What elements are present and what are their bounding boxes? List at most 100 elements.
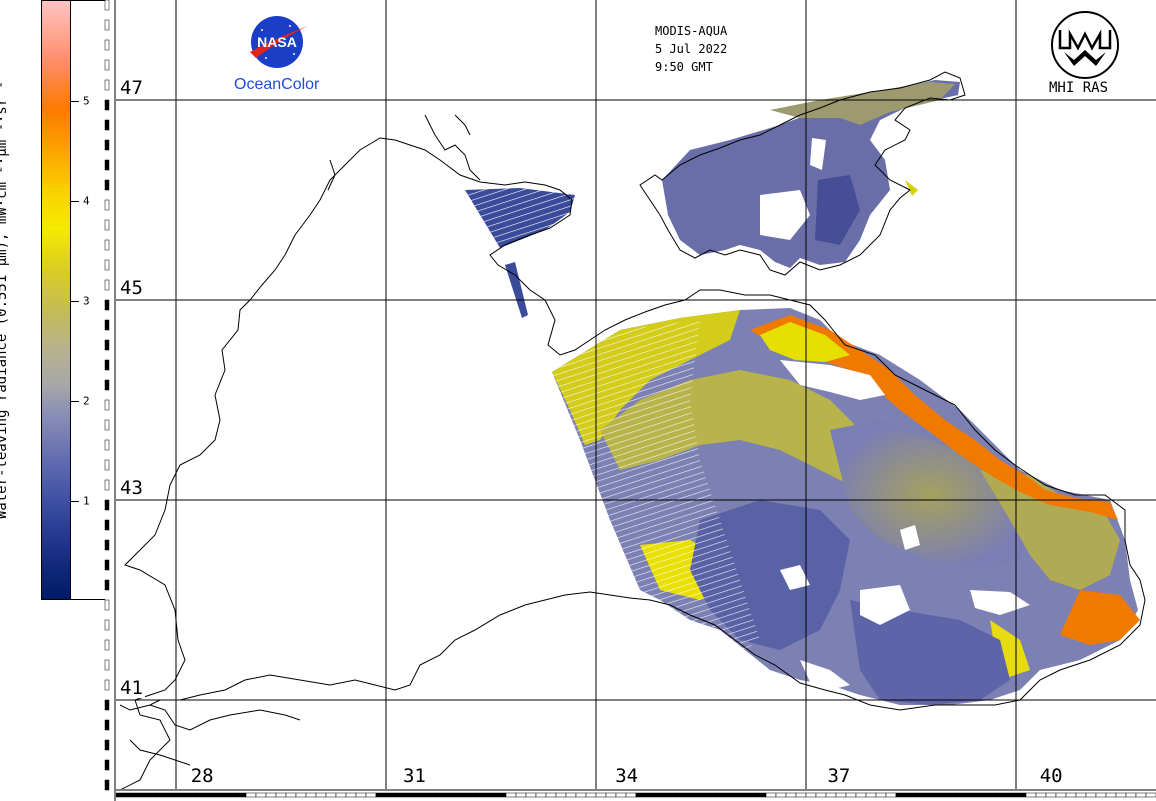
ruler-segment: [104, 199, 110, 211]
northwest-swath: [465, 188, 575, 318]
colorbar-title: Water-leaving radiance (0.551 µm), mW·cm…: [0, 81, 22, 519]
ruler-segment: [765, 792, 777, 798]
ruler-segment: [1095, 792, 1107, 798]
ruler-segment: [835, 792, 847, 798]
coastline: [119, 71, 1146, 789]
ruler-segment: [755, 792, 767, 798]
ruler-segment: [104, 299, 110, 311]
ruler-segment: [104, 399, 110, 411]
ruler-segment: [345, 792, 357, 798]
colorbar-tick: [71, 101, 79, 102]
ruler-segment: [155, 792, 167, 798]
ruler-segment: [285, 792, 297, 798]
latitude-label: 45: [118, 277, 145, 299]
bottom-scale-ruler: [116, 789, 1156, 798]
ruler-segment: [715, 792, 727, 798]
ruler-segment: [355, 792, 367, 798]
ruler-segment: [485, 792, 497, 798]
ruler-segment: [1105, 792, 1117, 798]
ruler-segment: [104, 479, 110, 491]
ruler-segment: [585, 792, 597, 798]
ruler-segment: [104, 79, 110, 91]
ruler-segment: [205, 792, 217, 798]
ruler-segment: [945, 792, 957, 798]
ruler-segment: [665, 792, 677, 798]
ruler-segment: [104, 279, 110, 291]
ruler-segment: [305, 792, 317, 798]
ruler-segment: [165, 792, 177, 798]
ruler-segment: [635, 792, 647, 798]
ruler-segment: [325, 792, 337, 798]
ruler-segment: [104, 759, 110, 771]
ruler-segment: [275, 792, 287, 798]
ruler-segment: [104, 39, 110, 51]
ruler-segment: [565, 792, 577, 798]
ruler-segment: [935, 792, 947, 798]
ruler-segment: [104, 419, 110, 431]
ruler-segment: [104, 699, 110, 711]
colorbar-title-text: Water-leaving radiance (0.551 µm), mW·cm…: [0, 80, 10, 520]
ruler-segment: [104, 539, 110, 551]
ruler-segment: [315, 792, 327, 798]
ruler-segment: [895, 792, 907, 798]
ruler-segment: [795, 792, 807, 798]
longitude-label: 31: [400, 765, 428, 787]
ruler-segment: [965, 792, 977, 798]
image-info: MODIS-AQUA 5 Jul 2022 9:50 GMT: [655, 22, 727, 76]
longitude-label: 40: [1037, 765, 1065, 787]
ruler-segment: [1145, 792, 1156, 798]
graticule: [116, 0, 1156, 789]
ruler-segment: [925, 792, 937, 798]
ruler-segment: [135, 792, 147, 798]
ruler-segment: [845, 792, 857, 798]
ruler-segment: [445, 792, 457, 798]
ruler-segment: [104, 679, 110, 691]
colorbar-tick-label: 4: [83, 194, 90, 208]
ruler-segment: [104, 59, 110, 71]
ruler-segment: [104, 639, 110, 651]
ruler-segment: [145, 792, 157, 798]
ruler-segment: [455, 792, 467, 798]
ruler-segment: [535, 792, 547, 798]
ruler-segment: [465, 792, 477, 798]
ruler-segment: [415, 792, 427, 798]
ocean-color-label: OceanColor: [234, 76, 320, 93]
ruler-segment: [104, 739, 110, 751]
ruler-segment: [685, 792, 697, 798]
ruler-segment: [104, 239, 110, 251]
colorbar-tick: [71, 501, 79, 502]
ruler-segment: [245, 792, 257, 798]
ruler-segment: [515, 792, 527, 798]
ruler-segment: [265, 792, 277, 798]
latitude-label: 47: [118, 77, 145, 99]
ruler-segment: [104, 319, 110, 331]
ruler-segment: [595, 792, 607, 798]
ruler-segment: [104, 139, 110, 151]
ruler-segment: [525, 792, 537, 798]
ruler-segment: [675, 792, 687, 798]
ruler-segment: [225, 792, 237, 798]
ruler-segment: [885, 792, 897, 798]
colorbar-tick-label: 1: [83, 494, 90, 508]
latitude-label: 41: [118, 677, 145, 699]
nasa-logo: NASA: [250, 16, 308, 68]
ruler-segment: [104, 519, 110, 531]
ruler-segment: [125, 792, 137, 798]
colorbar-tick-label: 2: [83, 394, 90, 408]
ruler-segment: [365, 792, 377, 798]
colorbar-tick-label: 5: [83, 94, 90, 108]
ruler-segment: [905, 792, 917, 798]
ruler-segment: [875, 792, 887, 798]
ruler-segment: [855, 792, 867, 798]
ruler-segment: [1125, 792, 1137, 798]
ruler-segment: [104, 459, 110, 471]
ruler-segment: [185, 792, 197, 798]
ruler-segment: [175, 792, 187, 798]
sensor-label: MODIS-AQUA: [655, 24, 728, 38]
ruler-segment: [955, 792, 967, 798]
ruler-segment: [825, 792, 837, 798]
ruler-segment: [104, 719, 110, 731]
ruler-segment: [104, 159, 110, 171]
ruler-segment: [104, 119, 110, 131]
ruler-segment: [745, 792, 757, 798]
